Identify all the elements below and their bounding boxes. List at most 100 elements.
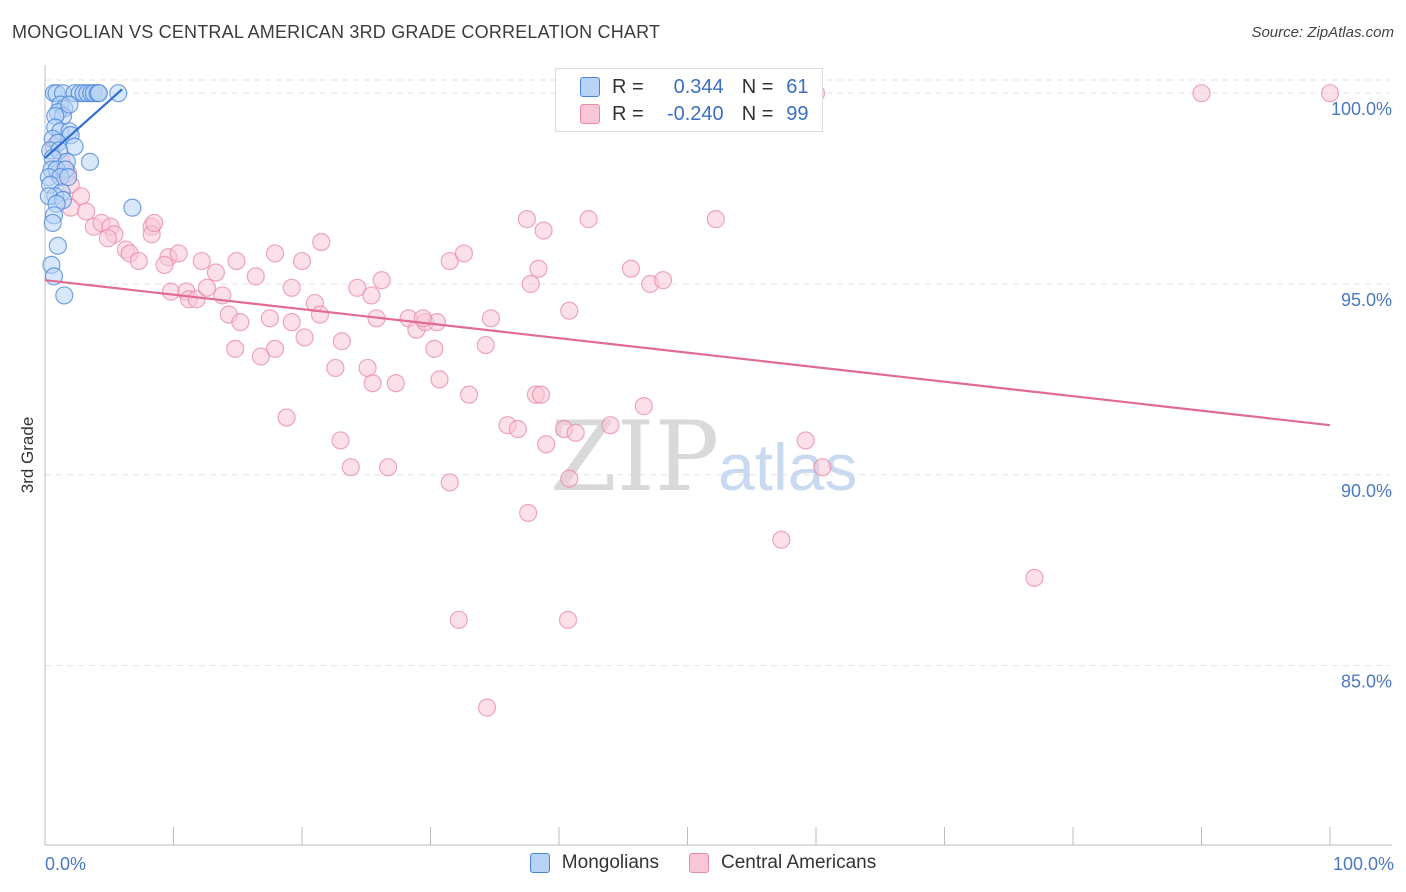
central-american-point xyxy=(98,229,118,248)
central-american-point xyxy=(169,244,188,263)
mongolian-point xyxy=(65,137,84,156)
central-american-point xyxy=(454,244,474,263)
central-american-point xyxy=(341,458,360,477)
legend-n-value: 61 xyxy=(786,75,809,98)
central-american-point xyxy=(312,232,331,252)
legend-item-central-americans[interactable]: Central Americans xyxy=(688,852,876,874)
central-american-point xyxy=(440,473,459,492)
central-american-point xyxy=(358,358,377,378)
central-american-point xyxy=(653,271,673,290)
central-american-point xyxy=(1025,568,1044,587)
central-american-point xyxy=(197,278,217,297)
central-american-point xyxy=(706,210,725,229)
source-label: Source: ZipAtlas.com xyxy=(1251,24,1394,41)
legend-swatch-mongolians xyxy=(529,853,550,873)
mongolian-point xyxy=(55,286,74,305)
legend-r-label: R = xyxy=(612,75,644,98)
central-american-point xyxy=(292,251,312,271)
central-american-point xyxy=(1192,84,1211,103)
central-american-point xyxy=(529,259,548,278)
legend-swatch-mongolians xyxy=(580,77,600,97)
central-american-point xyxy=(601,416,620,435)
central-american-point xyxy=(459,385,479,404)
central-american-point xyxy=(161,282,181,301)
central-american-point xyxy=(425,339,444,358)
central-american-point xyxy=(449,610,468,629)
legend-swatch-central-americans xyxy=(688,853,709,873)
central-american-point xyxy=(129,251,148,271)
mongolian-point xyxy=(60,95,79,114)
central-american-point xyxy=(231,313,250,332)
central-american-trend-line xyxy=(44,279,1331,427)
central-american-point xyxy=(476,335,495,355)
legend-item-mongolians[interactable]: Mongolians xyxy=(529,852,659,874)
mongolian-point xyxy=(48,236,67,255)
watermark: ZIP atlas xyxy=(550,401,857,513)
central-american-point xyxy=(537,435,556,454)
legend-n-label: N = xyxy=(741,75,774,98)
central-american-point xyxy=(265,244,285,263)
mongolian-point xyxy=(43,213,62,233)
central-american-point xyxy=(634,397,653,416)
legend-r-value: -0.240 xyxy=(666,102,724,125)
central-american-point xyxy=(282,313,301,332)
central-american-point xyxy=(246,267,265,286)
central-american-point xyxy=(1320,84,1340,103)
central-american-point xyxy=(508,419,527,439)
central-american-point xyxy=(519,503,538,523)
central-american-point xyxy=(348,278,367,297)
central-american-point xyxy=(326,358,345,378)
series-legend: Mongolians Central Americans xyxy=(0,852,1406,874)
legend-row-central-americans: R = -0.240 N = 99 xyxy=(580,101,821,127)
central-american-point xyxy=(295,328,314,347)
central-american-point xyxy=(621,259,641,278)
central-american-point xyxy=(560,469,579,488)
central-american-point xyxy=(517,210,536,229)
central-american-point xyxy=(260,309,279,328)
central-american-point xyxy=(310,305,330,324)
mongolian-point xyxy=(123,198,142,217)
central-american-point xyxy=(77,202,96,221)
central-american-point xyxy=(378,458,398,477)
central-american-point xyxy=(145,213,164,233)
central-american-point xyxy=(560,301,579,320)
central-american-point xyxy=(155,255,174,275)
central-american-point xyxy=(477,698,497,717)
central-american-point xyxy=(372,271,391,290)
mongolian-point xyxy=(89,84,109,103)
mongolian-trend-line xyxy=(44,88,123,159)
central-american-point xyxy=(363,374,382,393)
legend-n-value: 99 xyxy=(786,102,809,125)
central-american-point xyxy=(772,530,791,549)
central-american-point xyxy=(796,431,815,450)
central-american-point xyxy=(226,339,245,358)
central-american-point xyxy=(481,309,500,328)
chart-title: MONGOLIAN VS CENTRAL AMERICAN 3RD GRADE … xyxy=(12,22,661,42)
y-tick-label: 100.0% xyxy=(1331,99,1392,119)
central-american-point xyxy=(531,385,551,404)
legend-label-mongolians: Mongolians xyxy=(561,852,659,873)
y-tick-label: 90.0% xyxy=(1341,481,1392,501)
central-american-point xyxy=(566,423,585,442)
stats-legend: R = 0.344 N = 61 R = -0.240 N = 99 xyxy=(555,68,823,132)
x-tick-label: 100.0% xyxy=(1333,854,1394,874)
watermark-zip: ZIP xyxy=(550,401,719,513)
central-american-point xyxy=(579,210,598,229)
tick-labels: 100.0% 95.0% 90.0% 85.0% 0.0% 100.0% 3rd Grade xyxy=(18,99,1394,874)
central-american-point xyxy=(430,370,449,389)
y-tick-label: 85.0% xyxy=(1341,672,1392,692)
trend-lines xyxy=(44,88,1331,427)
central-american-point xyxy=(558,610,578,629)
gridlines xyxy=(45,79,1390,667)
central-american-point xyxy=(251,347,270,366)
central-american-point xyxy=(521,274,540,294)
legend-swatch-central-americans xyxy=(580,104,600,124)
central-american-point xyxy=(192,251,211,271)
central-american-point xyxy=(386,374,405,393)
mongolian-point xyxy=(80,152,100,171)
central-american-point xyxy=(332,332,351,351)
central-american-point xyxy=(534,221,553,240)
legend-r-label: R = xyxy=(612,102,644,125)
central-american-point xyxy=(227,251,246,271)
